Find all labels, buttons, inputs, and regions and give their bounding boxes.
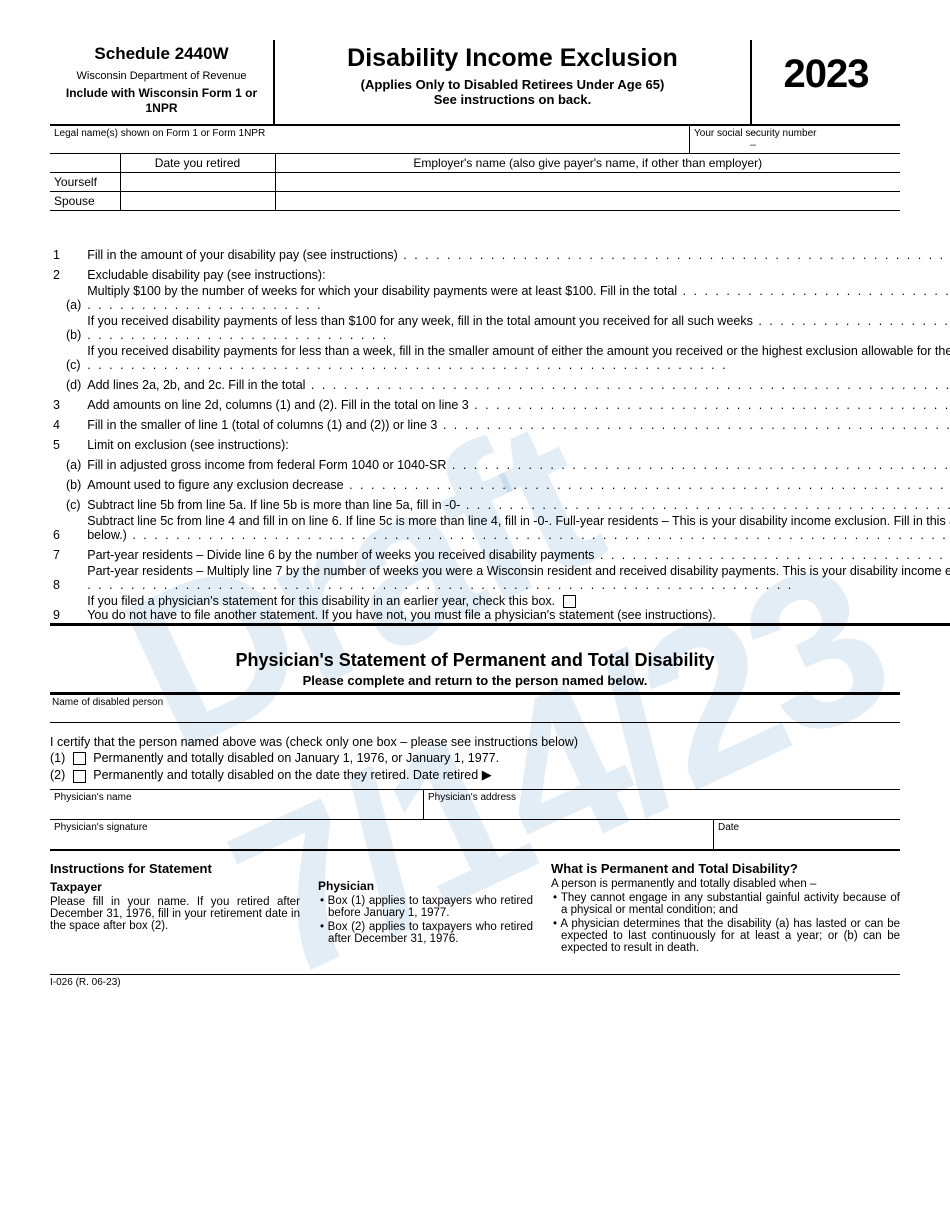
line-8-text: Part-year residents – Multiply line 7 by…	[84, 563, 950, 593]
disabled-name-label: Name of disabled person	[52, 697, 898, 708]
tax-year: 2023	[752, 52, 900, 97]
arrow-icon: ▶	[482, 767, 492, 782]
row-spouse-label: Spouse	[50, 192, 120, 211]
legal-name-label: Legal name(s) shown on Form 1 or Form 1N…	[54, 128, 685, 139]
line-2b-text: If you received disability payments of l…	[84, 313, 950, 343]
line-7-text: Part-year residents – Divide line 6 by t…	[84, 543, 950, 563]
taxpayer-text: Please fill in your name. If you retired…	[50, 896, 300, 932]
include-note: Include with Wisconsin Form 1 or 1NPR	[58, 86, 265, 116]
physician-signature-label: Physician's signature	[54, 822, 709, 833]
taxpayer-header: Taxpayer	[50, 880, 300, 894]
line-3-text: Add amounts on line 2d, columns (1) and …	[84, 393, 950, 413]
dept-name: Wisconsin Department of Revenue	[58, 70, 265, 82]
opt2-num: (2)	[50, 768, 65, 782]
physician-name-field[interactable]: Physician's name	[50, 790, 424, 819]
opt2-text: Permanently and totally disabled on the …	[93, 768, 478, 782]
form-footer: I-026 (R. 06-23)	[50, 974, 900, 988]
line-2c-text: If you received disability payments for …	[84, 343, 950, 373]
see-instructions: See instructions on back.	[285, 92, 740, 107]
line-2a-text: Multiply $100 by the number of weeks for…	[84, 283, 950, 313]
what-is-intro: A person is permanently and totally disa…	[551, 878, 900, 890]
physician-signature-field[interactable]: Physician's signature	[50, 820, 713, 849]
employer-header: Employer's name (also give payer's name,…	[275, 154, 900, 173]
spouse-date-field[interactable]	[120, 192, 275, 211]
what-bullet-1: • They cannot engage in any substantial …	[551, 892, 900, 916]
physician-date-label: Date	[718, 822, 896, 833]
form-header: Schedule 2440W Wisconsin Department of R…	[50, 40, 900, 126]
physician-instr-header: Physician	[318, 879, 533, 893]
line-5-text: Limit on exclusion (see instructions):	[84, 433, 950, 453]
line-2d-text: Add lines 2a, 2b, and 2c. Fill in the to…	[84, 373, 950, 393]
yourself-date-field[interactable]	[120, 173, 275, 192]
form-title: Disability Income Exclusion	[285, 44, 740, 73]
date-retired-header: Date you retired	[120, 154, 275, 173]
what-is-header: What is Permanent and Total Disability?	[551, 861, 900, 876]
opt1-text: Permanently and totally disabled on Janu…	[93, 751, 499, 765]
line-6-text: Subtract line 5c from line 4 and fill in…	[84, 513, 950, 543]
opt1-num: (1)	[50, 751, 65, 765]
legal-name-field[interactable]: Legal name(s) shown on Form 1 or Form 1N…	[50, 126, 690, 153]
physician-address-label: Physician's address	[428, 792, 896, 803]
physician-subtitle: Please complete and return to the person…	[50, 673, 900, 688]
line-5b-text: Amount used to figure any exclusion decr…	[84, 473, 950, 493]
schedule-number: Schedule 2440W	[58, 44, 265, 64]
line-2-text: Excludable disability pay (see instructi…	[84, 263, 950, 283]
physician-date-field[interactable]: Date	[713, 820, 900, 849]
line-1-text: Fill in the amount of your disability pa…	[84, 243, 950, 263]
opt1-checkbox[interactable]	[73, 752, 86, 765]
main-calc-table: (1) YOURSELF (2) SPOUSE 1 Fill in the am…	[50, 215, 950, 626]
physician-name-label: Physician's name	[54, 792, 419, 803]
line-5a-text: Fill in adjusted gross income from feder…	[84, 453, 950, 473]
physician-title: Physician's Statement of Permanent and T…	[50, 650, 900, 671]
ssn-dash-icon: – –	[750, 127, 900, 151]
line-5c-text: Subtract line 5b from line 5a. If line 5…	[84, 493, 950, 513]
spouse-employer-field[interactable]	[275, 192, 900, 211]
physician-address-field[interactable]: Physician's address	[424, 790, 900, 819]
physician-bullet-2: • Box (2) applies to taxpayers who retir…	[318, 921, 533, 945]
what-bullet-2: • A physician determines that the disabi…	[551, 918, 900, 954]
opt2-checkbox[interactable]	[73, 770, 86, 783]
line-9-checkbox[interactable]	[563, 595, 576, 608]
instr-header: Instructions for Statement	[50, 861, 300, 876]
physician-bullet-1: • Box (1) applies to taxpayers who retir…	[318, 895, 533, 919]
instructions-section: Instructions for Statement Taxpayer Plea…	[50, 861, 900, 954]
disabled-name-field[interactable]: Name of disabled person	[50, 692, 900, 723]
line-4-text: Fill in the smaller of line 1 (total of …	[84, 413, 950, 433]
ssn-field[interactable]: Your social security number – –	[690, 126, 900, 153]
line-9-text: If you filed a physician's statement for…	[84, 593, 950, 625]
cert-text: I certify that the person named above wa…	[50, 735, 900, 749]
retired-table: Date you retired Employer's name (also g…	[50, 154, 900, 211]
form-subtitle: (Applies Only to Disabled Retirees Under…	[285, 77, 740, 92]
row-yourself-label: Yourself	[50, 173, 120, 192]
yourself-employer-field[interactable]	[275, 173, 900, 192]
